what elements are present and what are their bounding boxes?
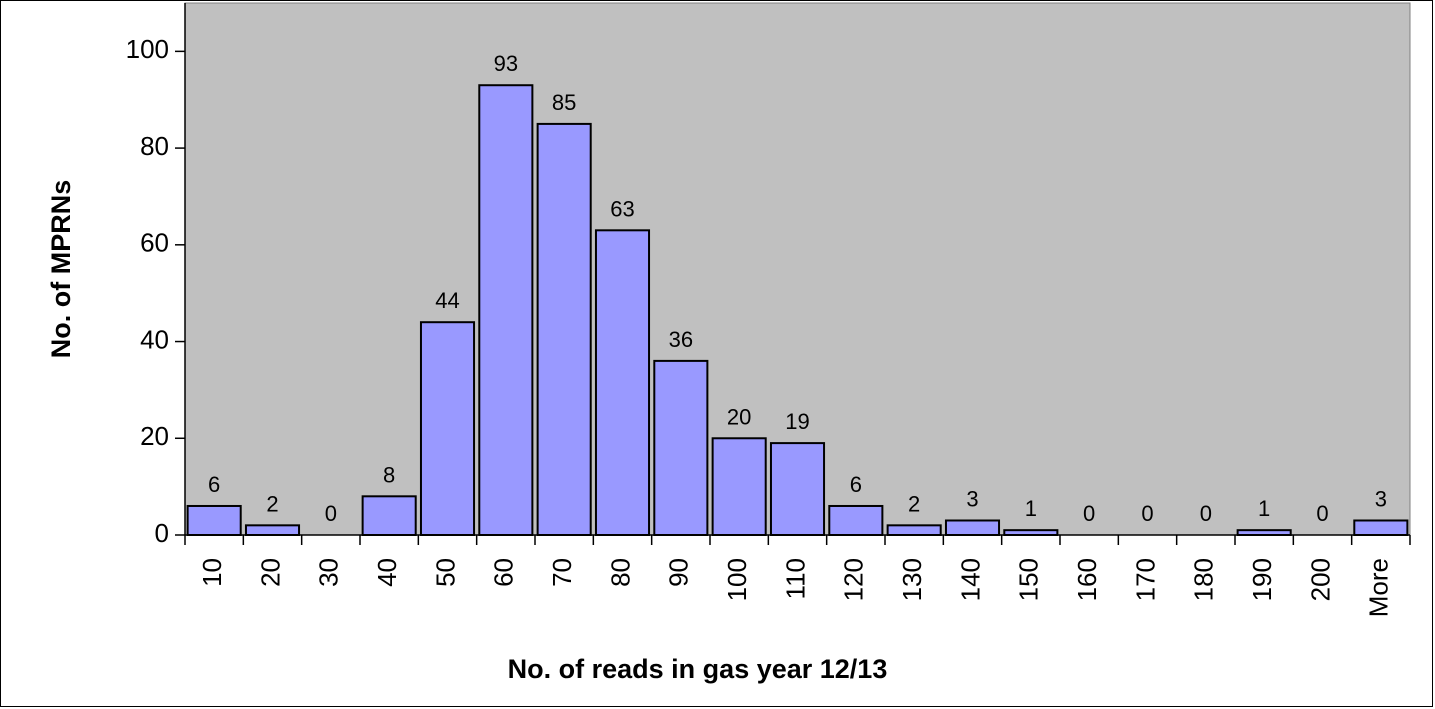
x-tick-label-180: 180 bbox=[1189, 558, 1219, 601]
value-label-70: 85 bbox=[552, 90, 576, 115]
bar-60 bbox=[478, 84, 534, 537]
value-label-180: 0 bbox=[1200, 501, 1212, 526]
bar-More bbox=[1353, 519, 1409, 536]
x-tick-label-150: 150 bbox=[1014, 558, 1044, 601]
value-label-150: 1 bbox=[1025, 496, 1037, 521]
x-tick-label-130: 130 bbox=[897, 558, 927, 601]
value-label-110: 19 bbox=[785, 409, 809, 434]
x-tick-label-200: 200 bbox=[1305, 558, 1335, 601]
bars-group bbox=[186, 84, 1409, 537]
x-tick-label-160: 160 bbox=[1072, 558, 1102, 601]
bar-20 bbox=[244, 524, 301, 536]
y-axis: 0 20 40 60 80 100 bbox=[126, 3, 186, 548]
x-tick-label-170: 170 bbox=[1130, 558, 1160, 601]
y-tick-label-40: 40 bbox=[140, 324, 169, 354]
value-label-50: 44 bbox=[435, 288, 459, 313]
y-tick-label-20: 20 bbox=[140, 421, 169, 451]
x-tick-label-20: 20 bbox=[255, 558, 285, 587]
value-label-100: 20 bbox=[727, 404, 751, 429]
x-tick-label-More: More bbox=[1364, 558, 1394, 617]
y-tick-label-80: 80 bbox=[140, 131, 169, 161]
value-label-80: 63 bbox=[610, 196, 634, 221]
x-tick-label-190: 190 bbox=[1247, 558, 1277, 601]
x-tick-label-120: 120 bbox=[839, 558, 869, 601]
value-label-190: 1 bbox=[1258, 496, 1270, 521]
bar-100 bbox=[711, 437, 767, 537]
y-tick-label-100: 100 bbox=[126, 34, 169, 64]
x-tick-label-90: 90 bbox=[664, 558, 694, 587]
bar-90 bbox=[653, 359, 709, 536]
y-tick-label-60: 60 bbox=[140, 228, 169, 258]
bar-40 bbox=[361, 495, 417, 536]
x-tick-label-80: 80 bbox=[605, 558, 635, 587]
bar-140 bbox=[944, 519, 1001, 536]
x-tick-label-60: 60 bbox=[489, 558, 519, 587]
value-label-160: 0 bbox=[1083, 501, 1095, 526]
value-label-More: 3 bbox=[1375, 486, 1387, 511]
bar-110 bbox=[769, 442, 826, 537]
x-axis: 10 20 30 40 50 60 70 80 90 100 110 120 130 140 150 160 1… bbox=[184, 534, 1411, 617]
value-label-130: 2 bbox=[908, 491, 920, 516]
value-label-90: 36 bbox=[669, 327, 693, 352]
value-label-140: 3 bbox=[966, 486, 978, 511]
x-tick-label-110: 110 bbox=[780, 558, 810, 599]
bar-10 bbox=[186, 504, 242, 536]
bar-120 bbox=[828, 504, 884, 536]
value-label-40: 8 bbox=[383, 462, 395, 487]
x-tick-label-30: 30 bbox=[314, 558, 344, 587]
bar-80 bbox=[594, 229, 651, 537]
x-tick-label-40: 40 bbox=[372, 558, 402, 587]
x-tick-label-50: 50 bbox=[430, 558, 460, 587]
bar-70 bbox=[536, 122, 592, 536]
bar-50 bbox=[419, 321, 476, 537]
value-label-30: 0 bbox=[325, 501, 337, 526]
x-tick-label-100: 100 bbox=[722, 558, 752, 601]
x-tick-label-10: 10 bbox=[197, 558, 227, 587]
value-label-20: 2 bbox=[266, 491, 278, 516]
x-tick-label-70: 70 bbox=[547, 558, 577, 587]
y-axis-title: No. of MPRNs bbox=[46, 180, 76, 359]
value-label-170: 0 bbox=[1141, 501, 1153, 526]
value-label-200: 0 bbox=[1316, 501, 1328, 526]
value-label-10: 6 bbox=[208, 472, 220, 497]
x-axis-title: No. of reads in gas year 12/13 bbox=[508, 654, 888, 684]
bar-130 bbox=[886, 524, 942, 536]
value-label-120: 6 bbox=[850, 472, 862, 497]
y-tick-label-0: 0 bbox=[155, 518, 169, 548]
x-tick-label-140: 140 bbox=[955, 558, 985, 601]
value-label-60: 93 bbox=[494, 51, 518, 76]
